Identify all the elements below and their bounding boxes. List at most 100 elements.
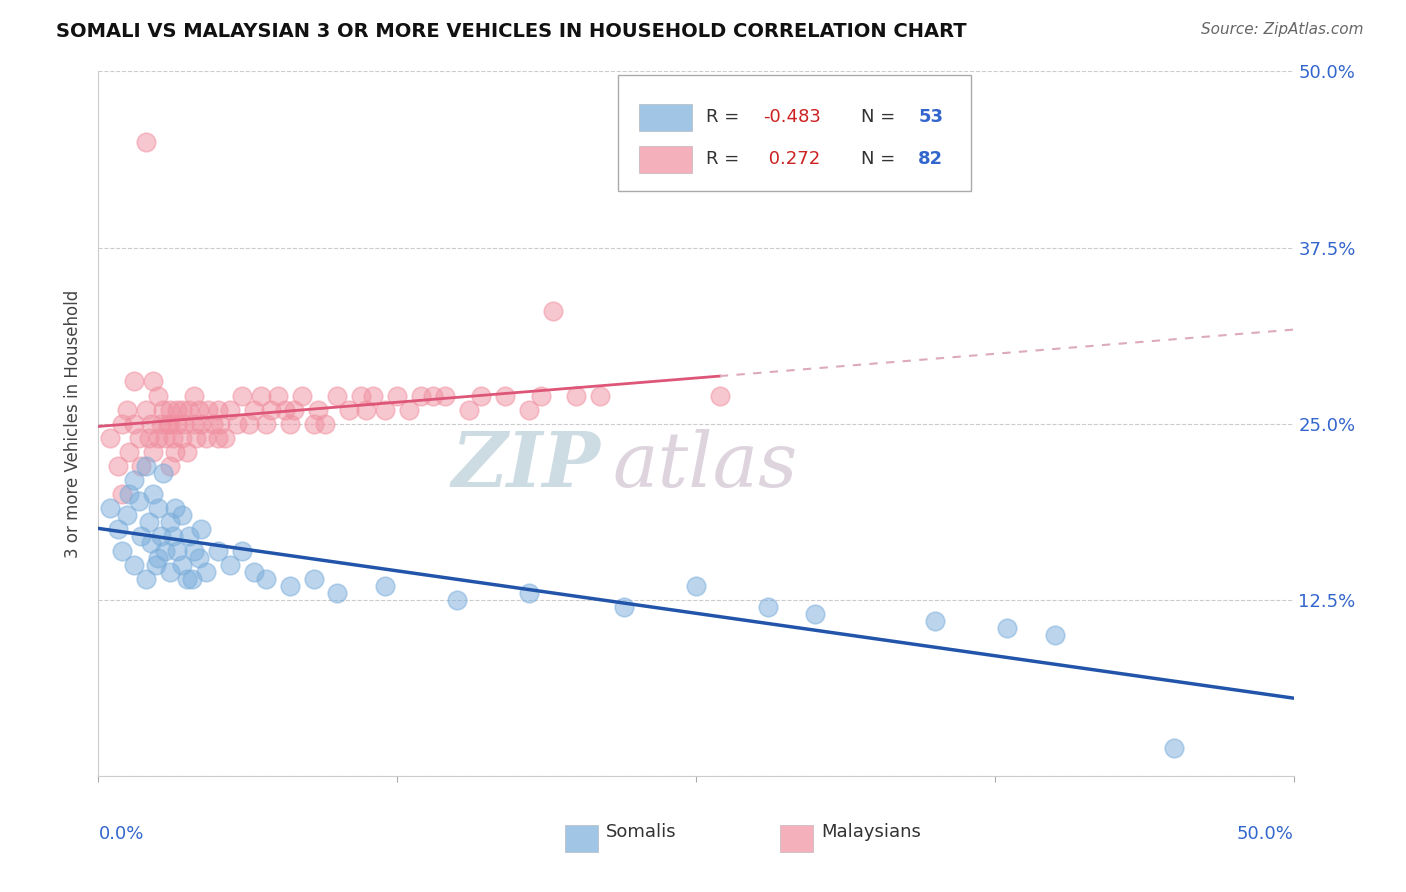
Point (172, 558, 194, 572)
Point (180, 572, 202, 586)
Point (155, 543, 177, 558)
Point (302, 417, 325, 431)
Point (354, 402, 377, 417)
Point (278, 579, 301, 593)
Point (207, 402, 229, 417)
Point (166, 402, 188, 417)
Point (163, 501, 186, 516)
Point (159, 565, 181, 579)
Point (159, 516, 181, 530)
Point (172, 402, 194, 417)
Point (135, 402, 157, 417)
Point (254, 417, 277, 431)
Point (804, 607, 827, 621)
Point (142, 375, 165, 389)
Point (195, 431, 218, 445)
Text: Malaysians: Malaysians (821, 823, 921, 841)
Point (138, 431, 160, 445)
Text: 0.0%: 0.0% (98, 825, 143, 843)
Point (709, 388, 731, 402)
Point (541, 304, 564, 318)
Point (302, 572, 325, 586)
Point (197, 402, 219, 417)
Point (148, 431, 170, 445)
Point (159, 458, 181, 473)
Point (995, 621, 1018, 635)
Point (207, 431, 229, 445)
Point (385, 388, 409, 402)
Point (155, 431, 177, 445)
Point (517, 586, 540, 600)
Point (470, 388, 492, 402)
Point (274, 402, 297, 417)
Point (422, 388, 444, 402)
Point (131, 529, 153, 543)
Point (238, 417, 260, 431)
Point (1043, 628, 1066, 642)
Point (156, 417, 179, 431)
Point (128, 431, 150, 445)
Point (163, 445, 186, 459)
Point (756, 599, 779, 614)
Point (458, 402, 481, 417)
Point (291, 388, 314, 402)
Text: SOMALI VS MALAYSIAN 3 OR MORE VEHICLES IN HOUSEHOLD CORRELATION CHART: SOMALI VS MALAYSIAN 3 OR MORE VEHICLES I… (56, 22, 967, 41)
Bar (779, 825, 813, 852)
Point (152, 466, 174, 480)
Point (135, 572, 157, 586)
Point (111, 417, 134, 431)
Point (172, 508, 194, 523)
Point (589, 388, 612, 402)
Point (124, 473, 146, 487)
Point (374, 402, 396, 417)
Point (350, 388, 373, 402)
Text: 0.272: 0.272 (763, 151, 820, 169)
Point (315, 417, 337, 431)
Point (115, 402, 138, 417)
Point (148, 501, 170, 516)
Bar (638, 103, 692, 130)
Text: R =: R = (706, 151, 745, 169)
Point (162, 431, 184, 445)
Point (411, 388, 433, 402)
Point (115, 508, 138, 523)
Point (128, 494, 150, 508)
Point (183, 417, 205, 431)
Point (166, 417, 188, 431)
Point (139, 536, 162, 550)
Point (434, 388, 457, 402)
Point (187, 402, 209, 417)
Point (190, 523, 212, 537)
Point (307, 402, 329, 417)
Point (183, 388, 205, 402)
Point (924, 614, 946, 628)
Point (267, 388, 290, 402)
Point (613, 599, 636, 614)
Point (176, 572, 198, 586)
Point (98, 501, 122, 516)
Point (243, 402, 266, 417)
Text: Source: ZipAtlas.com: Source: ZipAtlas.com (1201, 22, 1364, 37)
Point (226, 417, 249, 431)
Text: 82: 82 (918, 151, 943, 169)
Point (142, 487, 165, 501)
Point (243, 565, 266, 579)
Point (565, 388, 588, 402)
Point (148, 550, 170, 565)
Text: 50.0%: 50.0% (1237, 825, 1294, 843)
Bar (565, 825, 598, 852)
Text: 53: 53 (918, 108, 943, 126)
Point (118, 487, 141, 501)
Point (1163, 740, 1185, 755)
Point (219, 558, 242, 572)
Point (363, 388, 385, 402)
Point (517, 402, 540, 417)
Point (149, 529, 172, 543)
Point (494, 388, 516, 402)
Point (159, 402, 181, 417)
Point (111, 543, 134, 558)
Point (124, 417, 146, 431)
Point (139, 417, 162, 431)
Point (179, 529, 201, 543)
Point (195, 565, 218, 579)
